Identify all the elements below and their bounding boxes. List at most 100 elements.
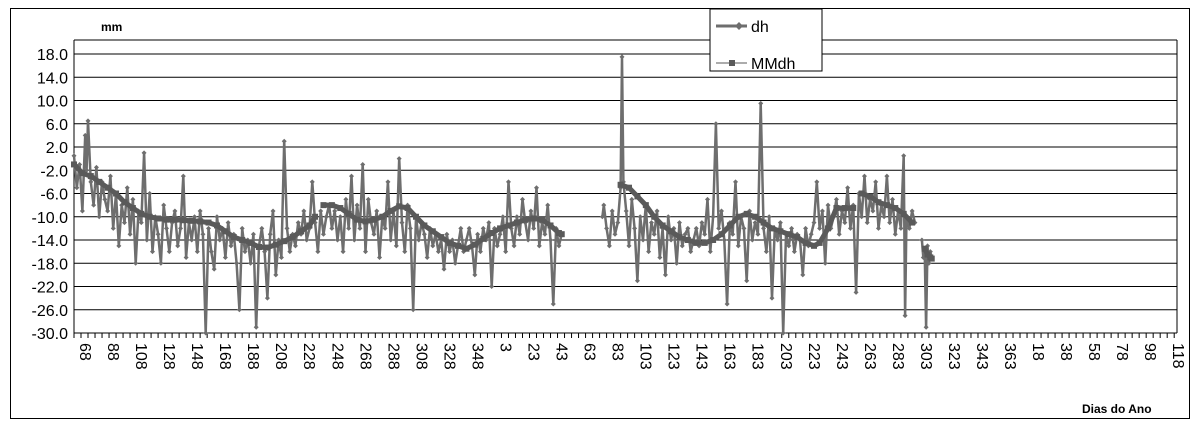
series-dh-point [357, 225, 363, 231]
series-dh-point [819, 208, 825, 214]
series-mmdh-point [379, 213, 386, 220]
series-mmdh-point [256, 243, 263, 250]
series-dh-point [407, 225, 413, 231]
series-dh-point [141, 150, 147, 156]
series-dh-point [477, 249, 483, 255]
series-dh-point [887, 220, 893, 226]
x-axis-label: Dias do Ano [1082, 402, 1152, 416]
series-dh-point [619, 54, 625, 60]
series-dh-point [713, 121, 719, 127]
series-dh-point [651, 231, 657, 237]
series-dh-point [710, 214, 716, 220]
series-dh-point [902, 313, 908, 319]
series-dh-point [721, 237, 727, 243]
series-dh-point [121, 220, 127, 226]
y-tick-label: -14.0 [32, 233, 69, 250]
series-dh-point [225, 220, 231, 226]
series-mmdh-point [163, 216, 170, 223]
series-dh-point [91, 202, 97, 208]
y-tick-label: 2.0 [46, 140, 68, 157]
series-dh-point [458, 225, 464, 231]
series-dh-point [676, 220, 682, 226]
series-dh-point [93, 164, 99, 170]
x-tick-label: 163 [721, 343, 738, 370]
series-dh-point [410, 307, 416, 313]
series-dh-point [662, 272, 668, 278]
x-tick-label: 363 [1001, 343, 1018, 370]
series-dh-point [194, 249, 200, 255]
series-dh-point [447, 249, 453, 255]
series-dh-point [808, 231, 814, 237]
series-dh-point [536, 243, 542, 249]
series-dh-point [688, 249, 694, 255]
x-tick-label: 83 [609, 343, 626, 361]
series-mmdh-point [735, 213, 742, 220]
series-dh-point [780, 330, 786, 336]
series-mmdh-point [362, 218, 369, 225]
series-dh-point [758, 100, 764, 106]
series-mmdh-point [230, 234, 237, 241]
x-tick-label: 203 [777, 343, 794, 370]
y-tick-label: -26.0 [32, 303, 69, 320]
series-dh-point [343, 196, 349, 202]
series-dh-point [646, 249, 652, 255]
x-tick-label: 328 [440, 343, 457, 370]
series-dh-point [208, 249, 214, 255]
series-mmdh-point [298, 228, 305, 235]
series-dh-point [766, 214, 772, 220]
series-dh-point [550, 301, 556, 307]
series-mmdh-point [825, 225, 832, 232]
series-dh-point [769, 295, 775, 301]
chart-frame: 18.0 14.0 10.0 6.0 2.0 -2.0 -6.0 -10.0 -14.0 -18.… [10, 8, 1190, 419]
series-mmdh-point [802, 239, 809, 246]
series-mmdh-point [634, 193, 641, 200]
series-dh-point [654, 208, 660, 214]
series-dh-point [430, 243, 436, 249]
series-dh-point [472, 272, 478, 278]
series-dh-point [340, 249, 346, 255]
series-dh-point [615, 220, 621, 226]
series-dh-point [315, 249, 321, 255]
x-tick-label: 183 [749, 343, 766, 370]
series-dh-point [519, 196, 525, 202]
series-dh-point [825, 202, 831, 208]
series-dh-point [130, 196, 136, 202]
series-mmdh-point [129, 205, 136, 212]
series-dh-point [898, 225, 904, 231]
series-dh-point [606, 243, 612, 249]
x-tick-label: 78 [1113, 343, 1130, 361]
series-dh-point [919, 237, 925, 243]
series-dh-point [228, 243, 234, 249]
series-dh-point [704, 196, 710, 202]
series-dh-point [822, 260, 828, 266]
x-tick-label: 348 [468, 343, 485, 370]
series-mmdh-point [421, 222, 428, 229]
series-dh-point [626, 243, 632, 249]
series-mmdh-point [455, 242, 462, 249]
series-mmdh-point [816, 239, 823, 246]
x-tick-label: 248 [328, 343, 345, 370]
series-dh-point [206, 225, 212, 231]
series-dh-point [399, 220, 405, 226]
series-dh-point [105, 208, 111, 214]
series-dh-point [864, 220, 870, 226]
series-dh-point [147, 191, 153, 196]
series-mmdh-point [222, 228, 229, 235]
series-dh-point [741, 225, 747, 231]
series-dh-point [556, 243, 562, 249]
series-dh-point [452, 260, 458, 266]
x-tick-label: 343 [973, 343, 990, 370]
y-tick-label: 18.0 [37, 47, 68, 64]
series-mmdh-point [883, 202, 890, 209]
x-tick-label: 303 [917, 343, 934, 370]
series-mmdh-point [171, 216, 178, 223]
series-mmdh-point [558, 231, 565, 238]
y-tick-label: -30.0 [32, 326, 69, 343]
series-dh-point [164, 225, 170, 231]
x-tick-label: 118 [1169, 343, 1186, 369]
series-mmdh-point [547, 222, 554, 229]
series-dh-point [861, 173, 867, 179]
series-dh-point [292, 243, 298, 249]
series-dh-point [466, 225, 472, 231]
series-mmdh-point [404, 205, 411, 212]
